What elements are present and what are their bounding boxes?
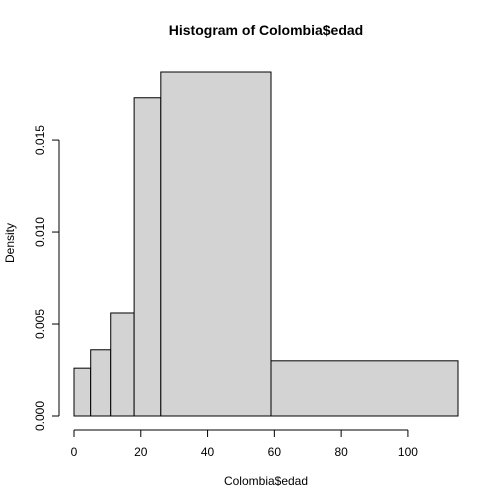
x-tick-label: 60 xyxy=(268,445,282,459)
y-tick-label: 0.000 xyxy=(33,401,47,431)
x-tick-label: 100 xyxy=(398,445,418,459)
histogram-bar-1 xyxy=(90,349,112,417)
histogram-bar-2 xyxy=(110,312,135,417)
x-tick-label: 80 xyxy=(334,445,348,459)
x-tick-label: 0 xyxy=(71,445,78,459)
x-axis: 0 20 40 60 80 100 xyxy=(71,429,418,459)
x-axis-label: Colombia$edad xyxy=(224,474,308,488)
y-axis-label: Density xyxy=(3,223,17,263)
chart-title: Histogram of Colombia$edad xyxy=(169,22,363,38)
histogram-bar-5 xyxy=(270,360,459,417)
y-tick-label: 0.005 xyxy=(33,309,47,339)
histogram-bar-3 xyxy=(133,97,162,417)
x-tick-label: 20 xyxy=(134,445,148,459)
x-tick-label: 40 xyxy=(201,445,215,459)
histogram-bar-0 xyxy=(73,367,92,417)
y-tick-label: 0.010 xyxy=(33,217,47,247)
y-axis: 0.000 0.005 0.010 0.015 xyxy=(33,125,60,431)
bars-group xyxy=(73,71,459,417)
y-tick-label: 0.015 xyxy=(33,125,47,155)
histogram-bar-4 xyxy=(160,71,272,417)
